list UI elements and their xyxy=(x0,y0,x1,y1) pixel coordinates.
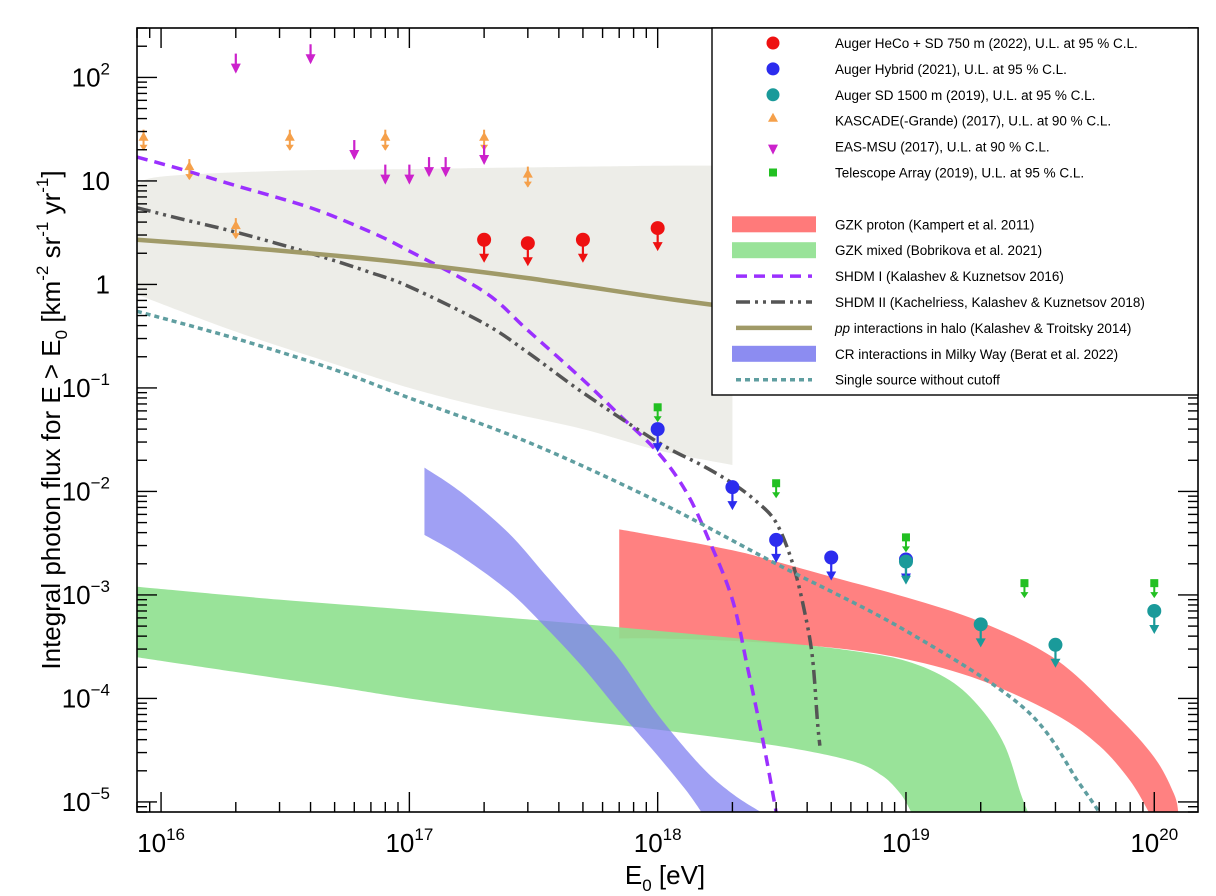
point-auger-hybrid-2021-u-l-at-95-c-l-2 xyxy=(769,532,784,563)
legend-label: GZK proton (Kampert et al. 2011) xyxy=(835,217,1034,232)
legend-marker xyxy=(766,88,780,102)
legend-label: SHDM I (Kalashev & Kuznetsov 2016) xyxy=(835,269,1064,284)
legend-entry-telescope-array-2019-u-l-at-95-c-l: Telescope Array (2019), U.L. at 95 % C.L… xyxy=(769,166,1084,181)
legend-swatch xyxy=(732,216,816,233)
x-axis-title: E0 [eV] xyxy=(625,860,705,895)
point-auger-heco-sd-750-m-2022-u-l-at-95-c-l-0 xyxy=(477,232,492,263)
plot-area xyxy=(137,44,1179,812)
point-eas-msu-2017-u-l-at-90-c-l-6 xyxy=(440,157,451,178)
legend-label: Auger HeCo + SD 750 m (2022), U.L. at 95… xyxy=(835,36,1138,51)
point-telescope-array-2019-u-l-at-95-c-l-0 xyxy=(653,403,662,423)
point-auger-sd-1500-m-2019-u-l-at-95-c-l-2 xyxy=(1048,637,1063,668)
point-auger-sd-1500-m-2019-u-l-at-95-c-l-3 xyxy=(1147,603,1162,634)
y-tick-label: 10−1 xyxy=(62,370,110,403)
y-tick-label: 1 xyxy=(96,269,110,299)
point-auger-hybrid-2021-u-l-at-95-c-l-0 xyxy=(650,422,665,453)
y-tick-label: 10 xyxy=(81,166,110,196)
point-auger-hybrid-2021-u-l-at-95-c-l-1 xyxy=(725,480,740,511)
legend-entry-gzk-proton-kampert-et-al-2011: GZK proton (Kampert et al. 2011) xyxy=(732,216,1034,233)
point-eas-msu-2017-u-l-at-90-c-l-2 xyxy=(349,140,360,161)
point-auger-sd-1500-m-2019-u-l-at-95-c-l-0 xyxy=(898,554,913,585)
y-tick-label: 102 xyxy=(72,59,110,92)
y-axis-title: Integral photon flux for E > E0 [km-2 sr… xyxy=(33,170,71,669)
legend-label: pp interactions in halo (Kalashev & Troi… xyxy=(834,321,1131,336)
curve-shdm-i-kalashev-kuznetsov-2016 xyxy=(137,155,778,812)
legend-marker xyxy=(769,168,777,177)
legend-entry-single-source-without-cutoff: Single source without cutoff xyxy=(736,373,1000,388)
point-kascade-grande-2017-u-l-at-90-c-l-1 xyxy=(184,159,195,181)
legend-entry-auger-hybrid-2021-u-l-at-95-c-l: Auger Hybrid (2021), U.L. at 95 % C.L. xyxy=(766,62,1067,77)
legend-marker xyxy=(768,112,778,122)
legend-marker xyxy=(766,62,780,76)
legend-entry-eas-msu-2017-u-l-at-90-c-l: EAS-MSU (2017), U.L. at 90 % C.L. xyxy=(768,140,1050,155)
legend-marker xyxy=(766,36,780,50)
points-layer xyxy=(138,44,1162,668)
y-tick-label: 10−5 xyxy=(62,784,110,817)
legend-label: Telescope Array (2019), U.L. at 95 % C.L… xyxy=(835,166,1084,181)
legend-box xyxy=(711,27,1199,396)
x-tick-label: 1016 xyxy=(137,825,185,858)
legend-entry-shdm-ii-kachelriess-kalashev-kuznetsov-2018: SHDM II (Kachelriess, Kalashev & Kuznets… xyxy=(736,295,1145,310)
legend: Auger HeCo + SD 750 m (2022), U.L. at 95… xyxy=(711,27,1199,396)
y-tick-label: 10−2 xyxy=(62,473,110,506)
legend-marker xyxy=(768,144,778,155)
legend-label: GZK mixed (Bobrikova et al. 2021) xyxy=(835,243,1042,258)
point-eas-msu-2017-u-l-at-90-c-l-1 xyxy=(305,44,316,65)
point-kascade-grande-2017-u-l-at-90-c-l-2 xyxy=(230,218,241,240)
legend-entry-cr-interactions-in-milky-way-berat-et-al-2022: CR interactions in Milky Way (Berat et a… xyxy=(732,345,1118,362)
point-kascade-grande-2017-u-l-at-90-c-l-4 xyxy=(380,129,391,151)
legend-entry-auger-sd-1500-m-2019-u-l-at-95-c-l: Auger SD 1500 m (2019), U.L. at 95 % C.L… xyxy=(766,88,1095,103)
curve-pp-interactions-in-halo-kalashev-troitsky-2014 xyxy=(137,237,733,310)
point-auger-heco-sd-750-m-2022-u-l-at-95-c-l-2 xyxy=(575,232,590,263)
bands-layer xyxy=(137,467,1179,812)
x-tick-label: 1017 xyxy=(385,825,433,858)
legend-swatch xyxy=(732,345,816,362)
legend-entry-pp-interactions-in-halo-kalashev-troitsky-2014: pp interactions in halo (Kalashev & Troi… xyxy=(736,321,1131,336)
legend-entry-gzk-mixed-bobrikova-et-al-2021: GZK mixed (Bobrikova et al. 2021) xyxy=(732,242,1042,259)
point-telescope-array-2019-u-l-at-95-c-l-2 xyxy=(901,533,910,553)
plot-frame xyxy=(136,27,1199,813)
point-eas-msu-2017-u-l-at-90-c-l-5 xyxy=(424,157,435,178)
point-eas-msu-2017-u-l-at-90-c-l-0 xyxy=(230,53,241,74)
point-kascade-grande-2017-u-l-at-90-c-l-3 xyxy=(284,129,295,151)
point-telescope-array-2019-u-l-at-95-c-l-4 xyxy=(1150,579,1159,599)
band-cr-interactions-in-milky-way-berat-et-al-2022 xyxy=(424,467,761,812)
band-gzk-proton-kampert-et-al-2011 xyxy=(619,529,1179,812)
legend-label: KASCADE(-Grande) (2017), U.L. at 90 % C.… xyxy=(835,114,1111,129)
x-tick-label: 1020 xyxy=(1130,825,1178,858)
point-telescope-array-2019-u-l-at-95-c-l-3 xyxy=(1020,579,1029,599)
point-telescope-array-2019-u-l-at-95-c-l-1 xyxy=(772,479,781,499)
legend-label: SHDM II (Kachelriess, Kalashev & Kuznets… xyxy=(835,295,1145,310)
point-eas-msu-2017-u-l-at-90-c-l-3 xyxy=(380,164,391,185)
point-auger-heco-sd-750-m-2022-u-l-at-95-c-l-3 xyxy=(650,221,665,252)
x-tick-label: 1018 xyxy=(634,825,682,858)
y-tick-label: 10−3 xyxy=(62,577,110,610)
band-gzk-mixed-bobrikova-et-al-2021 xyxy=(137,586,1028,812)
x-tick-label: 1019 xyxy=(882,825,930,858)
legend-entry-kascade-grande-2017-u-l-at-90-c-l: KASCADE(-Grande) (2017), U.L. at 90 % C.… xyxy=(768,112,1111,129)
curves-layer xyxy=(137,155,1101,812)
point-auger-heco-sd-750-m-2022-u-l-at-95-c-l-1 xyxy=(520,236,535,267)
legend-swatch xyxy=(732,242,816,259)
legend-entry-auger-heco-sd-750-m-2022-u-l-at-95-c-l: Auger HeCo + SD 750 m (2022), U.L. at 95… xyxy=(766,36,1138,51)
legend-label: EAS-MSU (2017), U.L. at 90 % C.L. xyxy=(835,140,1050,155)
point-kascade-grande-2017-u-l-at-90-c-l-0 xyxy=(138,129,149,151)
legend-entry-shdm-i-kalashev-kuznetsov-2016: SHDM I (Kalashev & Kuznetsov 2016) xyxy=(736,269,1064,284)
point-eas-msu-2017-u-l-at-90-c-l-4 xyxy=(404,164,415,185)
axis-titles: E0 [eV] Integral photon flux for E > E0 [… xyxy=(33,170,705,895)
point-auger-sd-1500-m-2019-u-l-at-95-c-l-1 xyxy=(973,617,988,648)
point-auger-hybrid-2021-u-l-at-95-c-l-3 xyxy=(824,550,839,581)
legend-label: Auger SD 1500 m (2019), U.L. at 95 % C.L… xyxy=(835,88,1095,103)
point-kascade-grande-2017-u-l-at-90-c-l-6 xyxy=(522,166,533,188)
point-eas-msu-2017-u-l-at-90-c-l-7 xyxy=(479,145,490,166)
legend-label: Single source without cutoff xyxy=(835,373,1000,388)
legend-label: CR interactions in Milky Way (Berat et a… xyxy=(835,347,1118,362)
y-tick-label: 10−4 xyxy=(62,680,110,713)
legend-label: Auger Hybrid (2021), U.L. at 95 % C.L. xyxy=(835,62,1067,77)
